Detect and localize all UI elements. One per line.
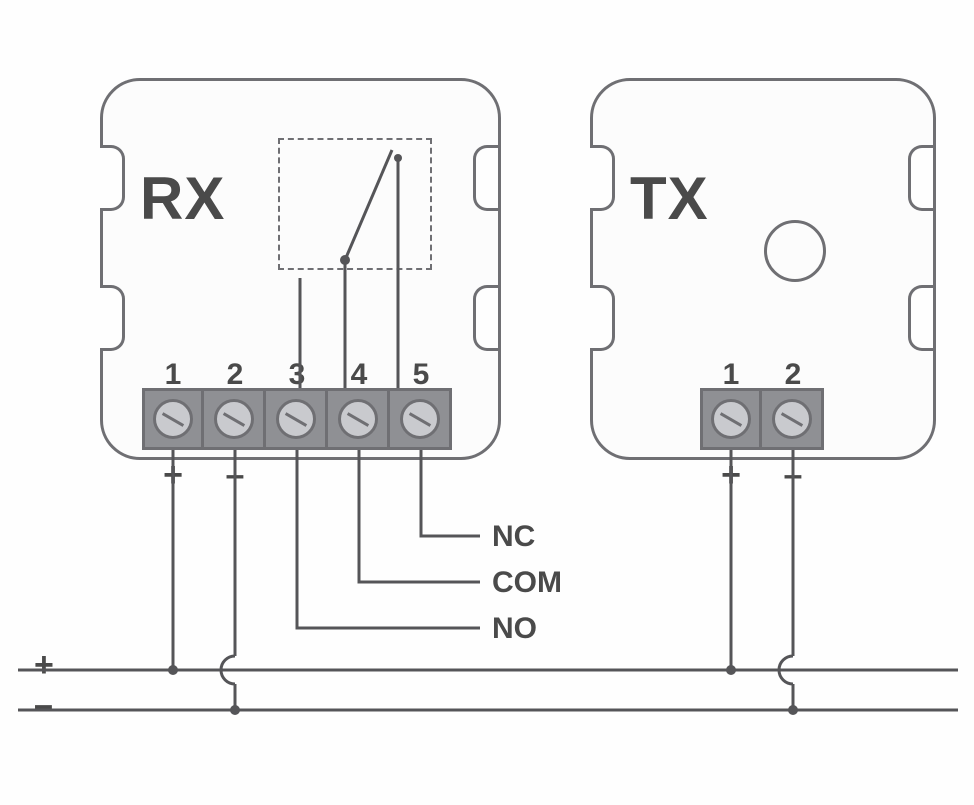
wiring-diagram [0, 0, 974, 805]
